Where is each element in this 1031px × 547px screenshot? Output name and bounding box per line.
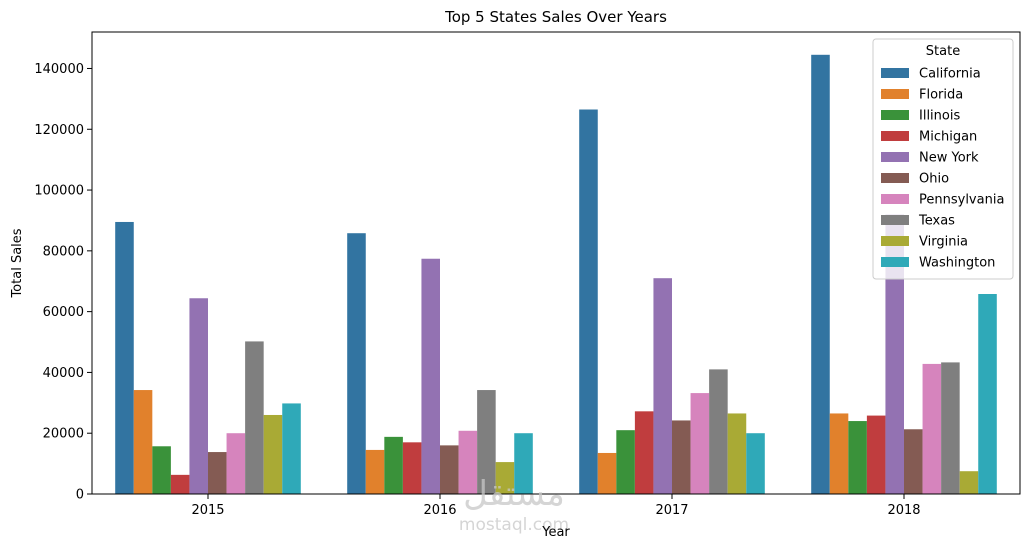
bar-california-2018	[811, 54, 830, 494]
x-axis: 2015 2016 2017 2018	[191, 494, 921, 518]
bar-virginia-2018	[959, 471, 979, 494]
plot-area	[91, 31, 1021, 495]
legend-swatch-new-york	[881, 152, 909, 162]
bar-illinois-2016	[384, 436, 403, 494]
bar-washington-2016	[514, 433, 533, 494]
bar-ohio-2016	[440, 445, 459, 494]
legend-label-washington: Washington	[919, 256, 995, 271]
bars-group	[115, 54, 997, 495]
legend-label-california: California	[919, 67, 981, 82]
bar-florida-2016	[365, 449, 385, 494]
bar-florida-2018	[829, 413, 849, 494]
bar-new-york-2018	[885, 214, 904, 495]
legend-swatch-ohio	[881, 173, 909, 183]
bar-california-2016	[347, 233, 366, 494]
bar-washington-2015	[282, 403, 301, 494]
x-axis-label: Year	[541, 525, 570, 540]
legend-label-pennsylvania: Pennsylvania	[919, 193, 1004, 208]
bar-illinois-2017	[616, 430, 635, 494]
bar-texas-2018	[941, 362, 960, 494]
bar-illinois-2018	[848, 421, 867, 494]
y-tick-label: 80000	[43, 244, 84, 259]
bar-pennsylvania-2015	[226, 433, 246, 494]
legend-label-illinois: Illinois	[919, 109, 960, 124]
bar-new-york-2015	[189, 298, 208, 494]
y-tick-label: 40000	[43, 366, 84, 381]
x-tick-label: 2018	[887, 503, 920, 518]
watermark-domain: mostaql.com	[459, 515, 569, 535]
legend-label-new-york: New York	[919, 151, 979, 166]
legend-swatch-michigan	[881, 131, 909, 141]
bar-virginia-2017	[727, 413, 747, 494]
legend-swatch-florida	[881, 89, 909, 99]
legend-swatch-virginia	[881, 236, 909, 246]
bar-florida-2017	[597, 452, 617, 494]
bar-california-2017	[579, 109, 598, 494]
bar-pennsylvania-2017	[690, 393, 710, 494]
bar-michigan-2016	[402, 442, 422, 494]
legend-swatch-washington	[881, 257, 909, 267]
legend-label-florida: Florida	[919, 88, 963, 103]
bar-texas-2016	[477, 390, 496, 494]
y-tick-label: 60000	[43, 305, 84, 320]
bar-pennsylvania-2018	[922, 363, 942, 494]
legend-items: California Florida Illinois Michigan New Yor…	[881, 67, 1004, 271]
legend-swatch-pennsylvania	[881, 194, 909, 204]
bar-florida-2015	[133, 390, 153, 494]
legend-label-michigan: Michigan	[919, 130, 977, 145]
bar-new-york-2017	[653, 278, 672, 494]
legend-label-ohio: Ohio	[919, 172, 949, 187]
bar-texas-2017	[709, 369, 728, 494]
legend-swatch-california	[881, 68, 909, 78]
y-axis: 0 20000 40000 60000 80000 100000 120000 140000	[34, 62, 92, 503]
plot-frame	[91, 31, 1021, 495]
bar-illinois-2015	[152, 446, 171, 494]
legend: State California Florida Illinois Michigan N…	[872, 38, 1014, 280]
x-tick-label: 2015	[191, 503, 224, 518]
bar-new-york-2016	[421, 258, 440, 494]
y-axis-label: Total Sales	[10, 228, 25, 298]
chart-title: Top 5 States Sales Over Years	[444, 8, 667, 26]
bar-texas-2015	[245, 341, 264, 494]
legend-swatch-illinois	[881, 110, 909, 120]
y-tick-label: 0	[76, 488, 84, 503]
bar-virginia-2015	[263, 414, 283, 494]
legend-label-virginia: Virginia	[919, 235, 968, 250]
legend-label-texas: Texas	[918, 214, 955, 229]
bar-washington-2018	[978, 294, 997, 494]
bar-california-2015	[115, 221, 134, 494]
legend-swatch-texas	[881, 215, 909, 225]
bar-washington-2017	[746, 433, 765, 494]
bar-michigan-2017	[634, 411, 654, 494]
y-tick-label: 100000	[34, 184, 84, 199]
bar-michigan-2015	[170, 474, 190, 494]
bar-virginia-2016	[495, 462, 515, 494]
x-tick-label: 2016	[423, 503, 456, 518]
legend-title: State	[926, 44, 960, 59]
y-tick-label: 20000	[43, 427, 84, 442]
bar-ohio-2015	[208, 452, 227, 494]
bar-michigan-2018	[866, 415, 886, 494]
y-tick-label: 140000	[34, 62, 84, 77]
y-tick-label: 120000	[34, 123, 84, 138]
watermark-brand: مستقل	[463, 474, 565, 514]
x-tick-label: 2017	[655, 503, 688, 518]
bar-ohio-2018	[904, 429, 923, 494]
bar-ohio-2017	[672, 420, 691, 494]
watermark-logo: مستقل mostaql.com	[459, 474, 569, 535]
bar-pennsylvania-2016	[458, 430, 478, 494]
